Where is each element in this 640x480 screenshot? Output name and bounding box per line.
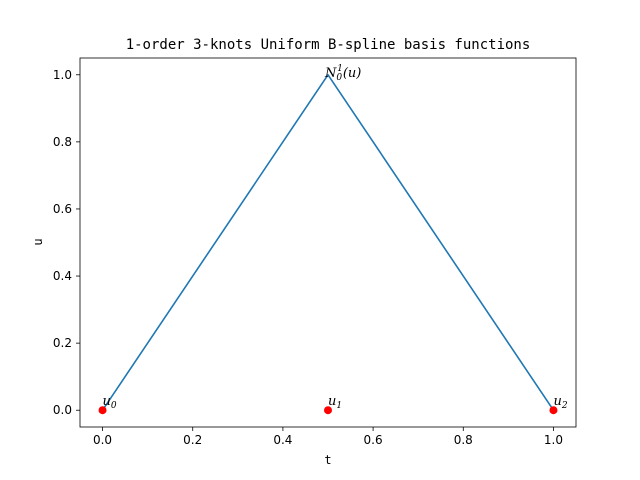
knot-label-base: u [103, 394, 111, 409]
y-tick-label: 0.8 [53, 135, 72, 149]
knot-label-subscript: 0 [111, 401, 117, 411]
knot-point [324, 406, 332, 415]
y-tick-label: 0.2 [53, 336, 72, 350]
y-tick-label: 0.6 [53, 202, 72, 216]
annotation-argument: (u) [343, 66, 362, 81]
knot-label: u1 [328, 394, 342, 411]
annotation-subscript: 0 [336, 73, 342, 83]
y-tick-label: 0.0 [53, 403, 72, 417]
y-tick-label: 1.0 [53, 68, 72, 82]
x-tick-label: 0.4 [273, 433, 292, 447]
knot-label-base: u [553, 394, 561, 409]
x-axis-label: t [324, 453, 331, 467]
knot-point [98, 406, 107, 415]
plot-area: 0.0 0.2 0.4 0.6 0.8 1.00.00.20.40.60.81.0 N01(… [53, 57, 577, 447]
knot-label: u0 [103, 394, 117, 411]
x-tick-label: 0.2 [183, 433, 202, 447]
axes-frame [79, 57, 577, 428]
knot-point [549, 406, 558, 415]
chart-title: 1-order 3-knots Uniform B-spline basis f… [126, 37, 531, 53]
knot-label-subscript: 1 [336, 401, 342, 411]
x-tick-label: 1.0 [544, 433, 563, 447]
series-annotation: N01(u) [324, 64, 361, 83]
x-tick-label: 0.0 [93, 433, 112, 447]
annotation-superscript: 1 [337, 64, 343, 74]
knot-label: u2 [553, 394, 567, 411]
y-axis-label: u [31, 238, 45, 245]
annotation-base: N [324, 66, 337, 81]
x-tick-label: 0.8 [454, 433, 473, 447]
knot-label-base: u [328, 394, 336, 409]
series-line [101, 73, 555, 411]
knot-label-subscript: 2 [561, 401, 568, 411]
y-tick-label: 0.4 [53, 269, 72, 283]
x-tick-label: 0.6 [364, 433, 383, 447]
